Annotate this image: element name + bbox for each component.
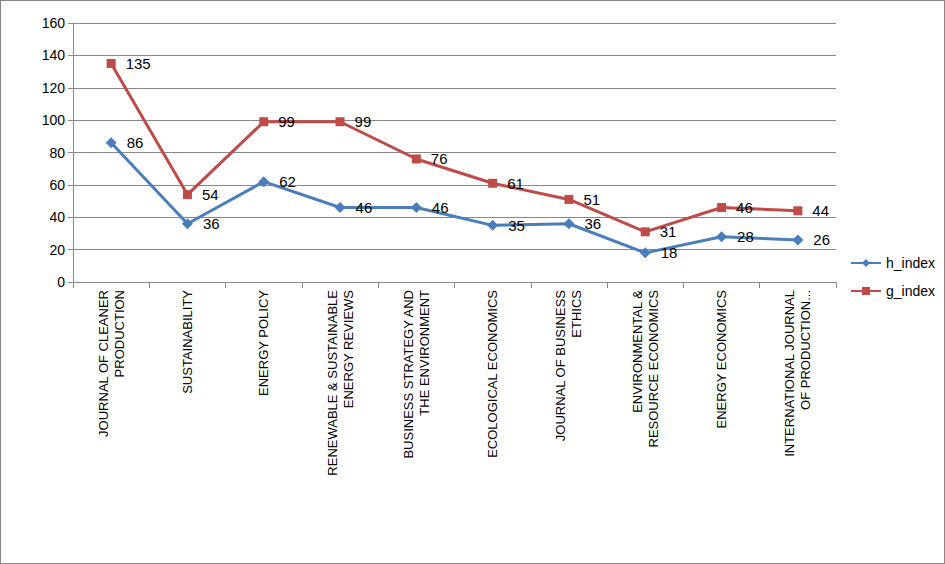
svg-text:28: 28 [737, 228, 754, 245]
svg-text:THE ENVIRONMENT: THE ENVIRONMENT [417, 290, 432, 416]
svg-text:100: 100 [42, 112, 66, 128]
svg-text:51: 51 [583, 191, 600, 208]
svg-text:54: 54 [202, 186, 219, 203]
svg-text:36: 36 [584, 215, 601, 232]
svg-text:46: 46 [736, 199, 753, 216]
svg-text:ENVIRONMENTAL &: ENVIRONMENTAL & [630, 290, 645, 413]
svg-text:76: 76 [431, 150, 448, 167]
svg-text:ENERGY REVIEWS: ENERGY REVIEWS [341, 290, 356, 409]
svg-text:ETHICS: ETHICS [569, 290, 584, 338]
svg-text:36: 36 [203, 215, 220, 232]
svg-text:18: 18 [661, 244, 678, 261]
svg-text:61: 61 [507, 175, 524, 192]
svg-text:SUSTAINABILITY: SUSTAINABILITY [180, 290, 195, 394]
svg-text:120: 120 [42, 80, 66, 96]
svg-text:40: 40 [49, 209, 65, 225]
svg-text:INTERNATIONAL JOURNAL: INTERNATIONAL JOURNAL [782, 290, 797, 457]
svg-text:0: 0 [57, 274, 65, 290]
svg-text:99: 99 [355, 113, 372, 130]
svg-text:RENEWABLE & SUSTAINABLE: RENEWABLE & SUSTAINABLE [325, 290, 340, 476]
svg-text:46: 46 [356, 199, 373, 216]
svg-text:86: 86 [127, 134, 144, 151]
svg-text:31: 31 [660, 223, 677, 240]
svg-text:ENERGY ECONOMICS: ENERGY ECONOMICS [714, 290, 729, 429]
svg-text:160: 160 [42, 15, 66, 31]
svg-text:JOURNAL OF BUSINESS: JOURNAL OF BUSINESS [553, 290, 568, 442]
svg-text:140: 140 [42, 47, 66, 63]
svg-text:135: 135 [126, 55, 151, 72]
svg-text:g_index: g_index [886, 283, 935, 299]
svg-text:35: 35 [508, 217, 525, 234]
svg-text:PRODUCTION: PRODUCTION [112, 290, 127, 377]
svg-text:ECOLOGICAL ECONOMICS: ECOLOGICAL ECONOMICS [485, 290, 500, 458]
svg-text:20: 20 [49, 242, 65, 258]
svg-text:46: 46 [432, 199, 449, 216]
svg-text:BUSINESS STRATEGY AND: BUSINESS STRATEGY AND [401, 290, 416, 459]
svg-text:JOURNAL OF CLEANER: JOURNAL OF CLEANER [96, 290, 111, 437]
svg-text:60: 60 [49, 177, 65, 193]
svg-text:80: 80 [49, 145, 65, 161]
svg-text:ENERGY POLICY: ENERGY POLICY [256, 290, 271, 396]
svg-text:RESOURCE ECONOMICS: RESOURCE ECONOMICS [646, 290, 661, 448]
svg-text:OF PRODUCTION...: OF PRODUCTION... [798, 290, 813, 410]
svg-text:44: 44 [812, 202, 829, 219]
svg-text:26: 26 [813, 231, 830, 248]
svg-text:h_index: h_index [886, 255, 935, 271]
svg-text:99: 99 [278, 113, 295, 130]
svg-text:62: 62 [279, 173, 296, 190]
